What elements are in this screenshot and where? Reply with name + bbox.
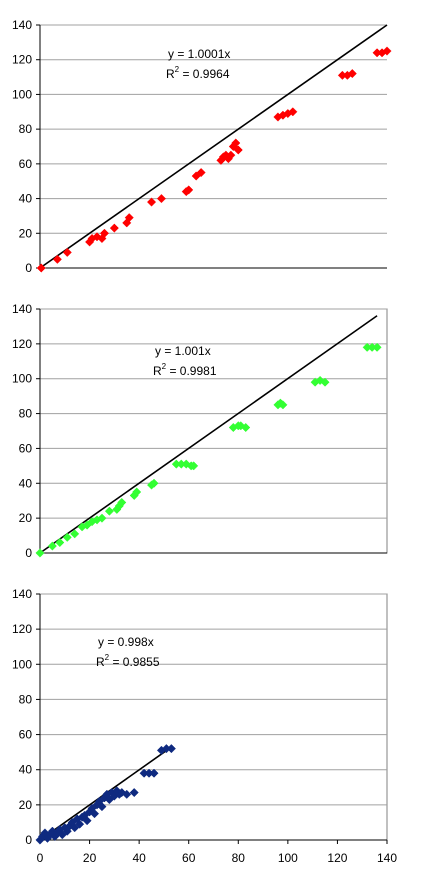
r-squared-label: R2 = 0.9981 [153,362,217,378]
x-tick-label: 60 [182,851,196,865]
data-point [63,533,71,541]
scatter-chart-red: 0 20 40 60 80 100 120 140 y = 1.0001x R2 = 0.9964 [12,18,391,275]
r-squared-label: R2 = 0.9964 [166,65,230,81]
y-tick-label: 0 [25,261,32,275]
x-tick-label: 80 [232,851,246,865]
y-tick-label: 120 [12,337,32,351]
data-point [130,788,138,796]
y-tick-label: 140 [12,18,32,32]
y-tick-label: 80 [19,407,33,421]
trendline-equation: y = 1.001x [155,344,211,358]
y-tick-label: 20 [19,511,33,525]
x-tick-label: 20 [83,851,97,865]
y-tick-label: 60 [19,728,33,742]
y-tick-label: 80 [19,122,33,136]
data-point [150,769,158,777]
x-tick-label: 140 [377,851,397,865]
y-tick-label: 40 [19,192,33,206]
data-point [167,744,175,752]
y-tick-label: 100 [12,657,32,671]
y-tick-label: 100 [12,87,32,101]
data-point [147,198,155,206]
scatter-chart-blue: 0 20 40 60 80 100 120 140 0 20 40 60 80 100 120 140 y = … [12,587,397,865]
x-tick-label: 0 [37,851,44,865]
data-point [373,343,381,351]
y-tick-label: 0 [25,546,32,560]
y-tick-label: 120 [12,622,32,636]
y-tick-label: 20 [19,226,33,240]
y-tick-label: 60 [19,157,33,171]
y-tick-label: 20 [19,798,33,812]
x-tick-label: 100 [278,851,298,865]
r-squared-label: R2 = 0.9855 [96,653,160,669]
y-tick-label: 100 [12,372,32,386]
y-tick-label: 40 [19,476,33,490]
trendline-equation: y = 0.998x [98,635,154,649]
y-tick-label: 80 [19,692,33,706]
y-tick-label: 120 [12,53,32,67]
data-point [56,538,64,546]
x-tick-label: 40 [132,851,146,865]
x-tick-label: 120 [327,851,347,865]
data-point [157,194,165,202]
y-tick-label: 60 [19,441,33,455]
y-tick-label: 40 [19,763,33,777]
y-tick-label: 140 [12,587,32,601]
trendline-equation: y = 1.0001x [168,47,230,61]
data-point [105,507,113,515]
trendline [40,25,387,268]
data-point [110,224,118,232]
y-tick-label: 140 [12,302,32,316]
scatter-chart-green: 0 20 40 60 80 100 120 140 y = 1.001x R2 = 0.9981 [12,302,387,560]
data-point [63,248,71,256]
data-point [53,255,61,263]
y-tick-label: 0 [25,833,32,847]
